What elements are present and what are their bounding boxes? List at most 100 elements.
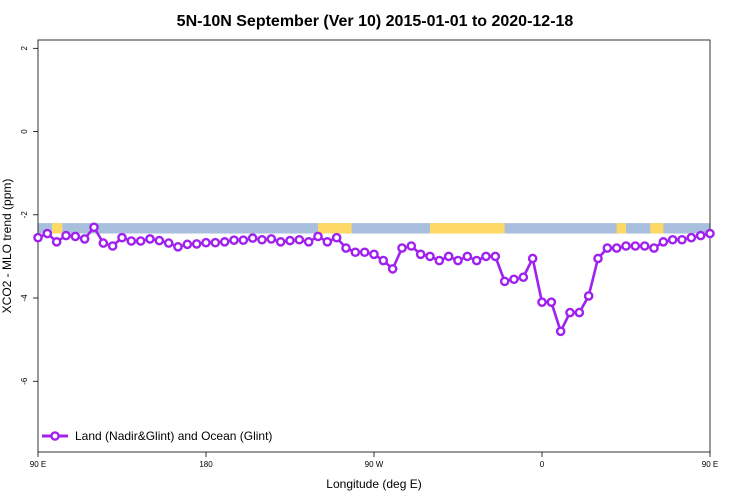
data-point (481, 251, 491, 262)
data-point (341, 243, 351, 253)
data-point (565, 307, 575, 318)
data-point (126, 236, 137, 246)
data-point (387, 264, 398, 274)
data-point (117, 232, 127, 243)
x-tick-label: 90 E (30, 460, 46, 469)
data-point (182, 239, 193, 250)
data-point (639, 241, 650, 251)
data-point (210, 237, 221, 248)
data-point (574, 307, 585, 318)
data-point (359, 247, 370, 258)
data-point (331, 232, 342, 243)
data-point (219, 237, 230, 247)
data-point (705, 228, 715, 239)
x-tick-label: 0 (540, 460, 545, 469)
y-axis-label: XCO2 - MLO trend (ppm) (0, 179, 14, 314)
data-point (695, 230, 706, 241)
data-point (415, 249, 426, 260)
data-point (135, 236, 146, 246)
data-point (667, 234, 678, 245)
data-point (275, 237, 286, 247)
y-axis-ticks: 2 0 -2 -4 -6 (20, 46, 38, 385)
legend-marker-swatch (50, 431, 60, 441)
x-tick-label: 90 W (365, 460, 384, 469)
data-point (98, 238, 109, 248)
x-axis-label: Longitude (deg E) (326, 477, 421, 491)
data-point (593, 253, 603, 264)
data-point (350, 247, 361, 258)
land-segment (318, 223, 352, 234)
data-point (145, 234, 155, 244)
legend: Land (Nadir&Glint) and Ocean (Glint) (42, 429, 272, 443)
data-point (509, 274, 519, 285)
data-point (621, 241, 631, 251)
data-point (322, 237, 333, 247)
data-point (229, 235, 239, 245)
y-tick-label: -2 (20, 211, 29, 219)
data-point (677, 234, 687, 245)
data-point (238, 235, 249, 245)
data-point (555, 326, 566, 337)
data-point (303, 237, 314, 247)
data-point (51, 237, 62, 247)
data-point (154, 235, 165, 246)
data-point (434, 255, 445, 266)
data-point (285, 235, 295, 246)
data-point (602, 243, 613, 253)
x-tick-label: 180 (199, 460, 213, 469)
y-tick-label: -6 (20, 377, 29, 385)
data-point (201, 237, 211, 248)
data-point (378, 255, 389, 266)
data-point (33, 232, 43, 243)
data-point (247, 233, 258, 243)
data-point (527, 253, 538, 264)
legend-label: Land (Nadir&Glint) and Ocean (Glint) (75, 429, 272, 443)
land-segment (430, 223, 505, 234)
y-tick-label: -4 (20, 294, 29, 302)
data-point (453, 255, 463, 266)
data-point (257, 234, 267, 245)
land-segment (52, 223, 63, 234)
data-point (107, 241, 118, 251)
land-segment (650, 223, 664, 234)
data-point (658, 237, 669, 247)
ocean-band (38, 223, 710, 234)
data-point (686, 232, 697, 243)
data-point (611, 243, 622, 253)
data-point (294, 234, 305, 245)
data-point (537, 297, 547, 307)
data-point (191, 239, 202, 249)
data-point (369, 249, 379, 260)
x-tick-label: 90 E (702, 460, 718, 469)
data-point (163, 238, 174, 248)
surface-strip (38, 223, 710, 234)
data-point (649, 243, 659, 253)
data-point (630, 241, 641, 251)
data-point (462, 251, 473, 262)
chart-title: 5N-10N September (Ver 10) 2015-01-01 to … (177, 13, 574, 30)
y-tick-label: 2 (20, 46, 29, 51)
series-group (33, 222, 715, 337)
data-point (79, 234, 90, 244)
data-point (266, 234, 277, 244)
data-point (42, 228, 53, 239)
y-tick-label: 0 (20, 129, 29, 134)
data-point (583, 291, 594, 301)
data-point (471, 255, 482, 266)
data-point (546, 297, 557, 307)
data-point (443, 251, 454, 262)
data-point (518, 272, 529, 283)
data-point (490, 251, 501, 262)
data-point (173, 242, 183, 252)
data-point (89, 222, 99, 233)
land-segment (616, 223, 626, 234)
data-point (61, 230, 71, 241)
data-point (425, 251, 435, 262)
data-point (499, 276, 510, 287)
data-point (313, 231, 323, 242)
data-point (70, 231, 81, 242)
data-point (397, 243, 407, 253)
data-point (406, 241, 417, 251)
